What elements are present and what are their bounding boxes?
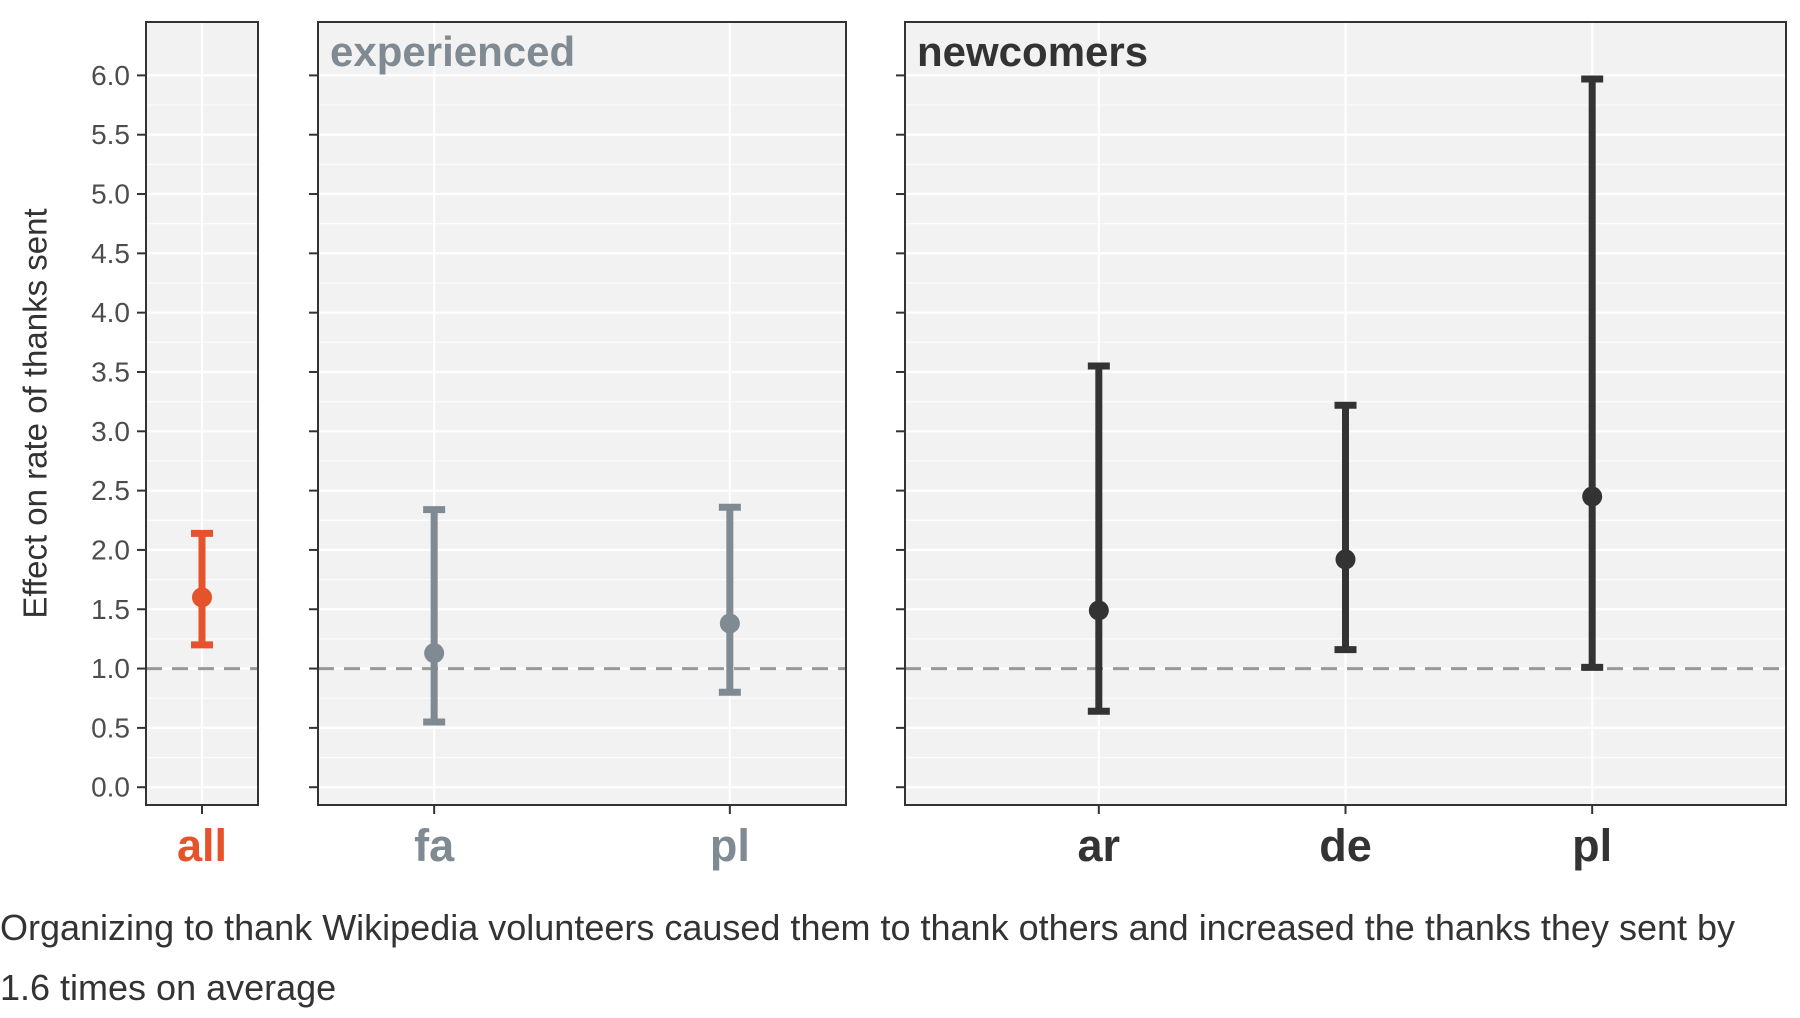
y-tick-label: 6.0 [91,60,130,91]
panel-2-background [318,22,846,805]
y-tick-label: 4.5 [91,238,130,269]
x-tick-label-ar: ar [1078,820,1121,871]
y-tick-label: 2.0 [91,534,130,565]
panel-2-border [317,21,847,806]
y-tick-label: 4.0 [91,297,130,328]
y-axis-title: Effect on rate of thanks sent [17,208,54,618]
x-tick-label-pl: pl [1572,820,1612,871]
panel-2-label: experienced [330,28,575,75]
y-tick-label: 0.5 [91,712,130,743]
point-estimate-all [192,587,212,608]
panel-3-label: newcomers [917,28,1148,75]
point-estimate-de [1335,549,1356,570]
y-tick-label: 5.5 [91,119,130,150]
point-estimate-pl [719,613,740,634]
point-estimate-ar [1088,600,1109,621]
x-tick-label-pl: pl [710,820,750,871]
y-tick-label: 1.0 [91,653,130,684]
x-tick-label-all: all [177,820,227,871]
chart-caption: Organizing to thank Wikipedia volunteers… [0,907,1736,1008]
y-tick-label: 5.0 [91,179,130,210]
x-tick-label-fa: fa [414,820,455,871]
point-estimate-fa [424,643,445,664]
y-tick-label: 1.5 [91,594,130,625]
point-estimate-pl [1582,486,1603,507]
chart: Effect on rate of thanks sent 0.0 0.5 1.0 1.… [17,21,1787,871]
x-tick-label-de: de [1319,820,1372,871]
y-tick-label: 0.0 [91,772,130,803]
y-tick-label: 3.5 [91,356,130,387]
y-tick-label: 3.0 [91,416,130,447]
y-tick-label: 2.5 [91,475,130,506]
